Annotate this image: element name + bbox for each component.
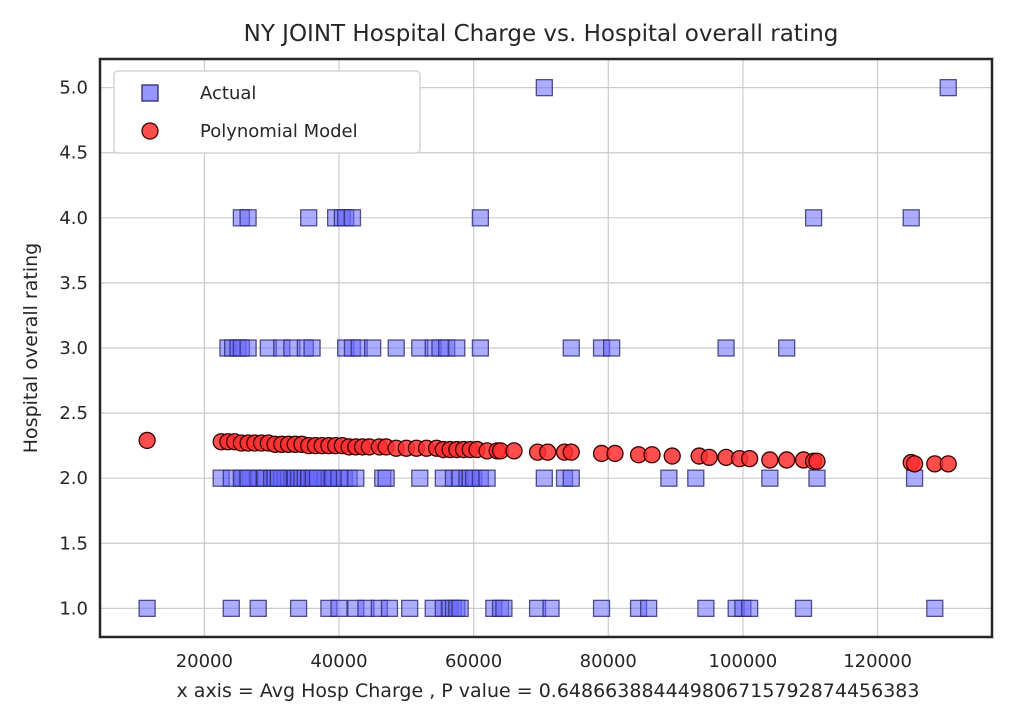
legend-marker-actual [141,84,159,102]
actual-point [478,469,496,487]
model-point [740,450,759,468]
actual-point [222,599,240,618]
actual-point [411,469,429,487]
actual-point [239,339,257,357]
model-point [643,446,661,464]
model-point [606,444,624,463]
data-points [138,78,957,618]
legend-marker-model [141,122,159,140]
actual-point [269,469,288,487]
actual-point [778,339,796,357]
y-tick-label: 1.5 [59,533,88,554]
chart-title: NY JOINT Hospital Charge vs. Hospital ov… [244,21,839,47]
actual-point [448,339,466,357]
actual-point [300,209,318,227]
actual-point [697,599,715,618]
actual-point [495,599,513,618]
actual-point [926,599,944,618]
x-tick-label: 80000 [580,651,637,672]
actual-point [363,339,382,357]
x-tick-label: 40000 [310,651,367,672]
actual-point [902,209,920,227]
actual-point [740,599,759,618]
x-tick-label: 120000 [843,651,912,672]
actual-point [308,469,327,487]
y-tick-label: 3.0 [59,338,88,359]
model-point [700,448,718,467]
actual-point [687,469,705,487]
actual-point [289,599,308,618]
actual-point [347,469,365,487]
actual-point [377,469,395,487]
actual-point [451,599,469,618]
actual-point [303,339,321,357]
actual-point [535,78,553,97]
x-tick-label: 100000 [709,651,778,672]
actual-point [239,209,257,227]
actual-point [471,209,490,227]
x-axis-label: x axis = Avg Hosp Charge , P value = 0.6… [177,680,920,702]
actual-point [401,599,419,618]
y-axis-label: Hospital overall rating [20,243,42,453]
x-axis-ticks: 20000 40000 60000 80000 100000 120000 [176,651,912,672]
legend-box [113,70,421,154]
y-tick-label: 5.0 [59,78,88,99]
actual-point [239,469,257,487]
actual-point [471,339,490,357]
y-tick-label: 2.0 [59,468,88,489]
model-point [778,451,796,469]
plot-frame [98,57,994,639]
actual-point [535,469,553,487]
actual-point [602,339,621,357]
actual-point [761,469,779,487]
model-point [138,431,156,450]
actual-point [794,599,813,618]
y-tick-label: 3.5 [59,273,88,294]
model-point [808,452,826,470]
legend: Actual Polynomial Model [113,70,421,154]
model-point [761,451,779,469]
y-tick-label: 4.5 [59,143,88,164]
legend-entry-model: Polynomial Model [200,121,358,142]
actual-point [808,469,826,487]
actual-point [717,339,735,357]
actual-point [542,599,560,618]
x-tick-label: 60000 [445,651,502,672]
model-point [939,455,957,473]
model-point [905,455,924,473]
actual-point [330,599,348,618]
actual-point [640,599,658,618]
actual-point [249,599,267,618]
actual-point [905,469,924,487]
x-tick-label: 20000 [176,651,233,672]
actual-point [660,469,678,487]
y-tick-label: 1.0 [59,598,88,619]
model-point [539,443,557,461]
actual-point [804,209,823,227]
actual-point [939,78,957,97]
actual-point [592,599,611,618]
actual-point [380,599,399,618]
model-point [562,443,580,461]
legend-entry-actual: Actual [200,83,256,104]
actual-point [562,469,580,487]
y-tick-label: 2.5 [59,403,88,424]
actual-point [562,339,580,357]
actual-point [343,209,362,227]
y-tick-label: 4.0 [59,208,88,229]
model-point [663,447,681,465]
model-point [505,442,523,460]
actual-point [387,339,405,357]
actual-point [138,599,156,618]
y-axis-ticks: 1.0 1.5 2.0 2.5 3.0 3.5 4.0 4.5 5.0 [59,78,88,620]
